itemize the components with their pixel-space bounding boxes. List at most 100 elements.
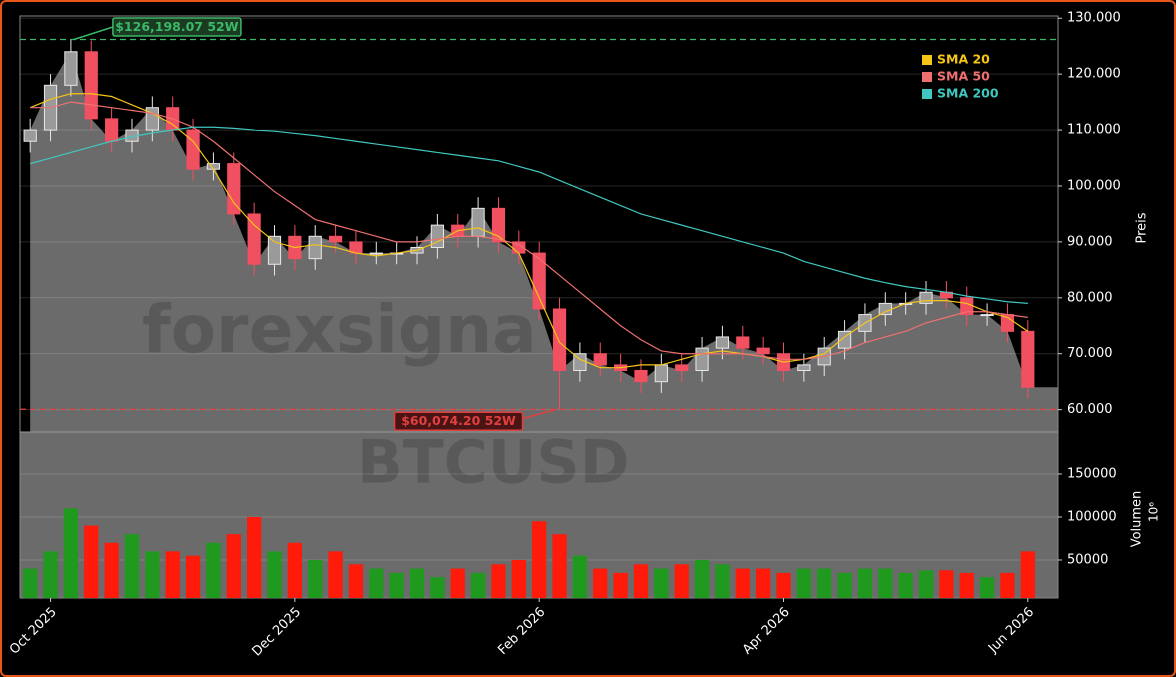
volume-bar: [857, 568, 873, 598]
y-tick-label: 70.000: [1067, 346, 1113, 361]
candle-body: [267, 235, 282, 265]
y-tick-label: 80.000: [1067, 290, 1113, 305]
volume-bar: [247, 516, 262, 598]
volume-bar: [491, 564, 506, 598]
watermark: BTCUSD: [357, 428, 629, 498]
sma-line: [29, 93, 1029, 369]
volume-bar: [1020, 551, 1035, 598]
volume-tick-label: 50000: [1067, 552, 1108, 567]
annotation-label: $60,074.20 52W: [401, 413, 516, 428]
volume-bar: [939, 570, 954, 598]
candle-body: [308, 235, 322, 260]
candle-body: [675, 364, 689, 371]
volume-scale-label: 10⁶: [1147, 502, 1161, 522]
annotation-label: $126,198.07 52W: [115, 19, 239, 34]
x-tick-label: Dec 2025: [249, 605, 304, 660]
candle-body: [430, 224, 444, 248]
volume-bar: [165, 551, 180, 598]
volume-tick-label: 150000: [1067, 466, 1117, 481]
volume-bar: [898, 572, 913, 598]
volume-bar: [878, 568, 893, 598]
volume-bar: [572, 555, 588, 598]
candle-body: [491, 207, 506, 243]
volume-bar: [63, 508, 79, 598]
volume-bar: [654, 568, 669, 598]
volume-bar: [145, 551, 160, 598]
volume-bar: [104, 542, 119, 598]
volume-bar: [796, 568, 811, 598]
annotation-box: [393, 411, 524, 431]
candle-body: [919, 291, 933, 304]
x-tick-label: Oct 2025: [7, 605, 60, 658]
volume-bar: [23, 568, 38, 598]
y-tick-label: 120.000: [1067, 67, 1121, 82]
candle-body: [1021, 330, 1035, 388]
watermark: forexsigna: [142, 291, 537, 368]
candle-body: [186, 129, 200, 170]
annotation-box: [112, 17, 242, 37]
volume-bar: [328, 551, 343, 598]
volume-bar: [613, 572, 628, 598]
volume-bar: [979, 577, 995, 598]
volume-bar: [369, 568, 384, 598]
candle-body: [715, 336, 730, 349]
volume-bar: [226, 534, 241, 598]
volume-bar: [308, 559, 323, 598]
volume-bar: [1000, 572, 1015, 598]
volume-bar: [348, 564, 364, 598]
y-tick-label: 90.000: [1067, 234, 1113, 249]
volume-bar: [430, 577, 445, 598]
candle-body: [84, 51, 98, 120]
candle-body: [797, 364, 811, 371]
volume-tick-label: 100000: [1067, 509, 1117, 524]
candle-body: [878, 302, 892, 316]
candle-body: [736, 336, 750, 349]
volume-bar: [450, 568, 465, 598]
price-area: [30, 51, 1058, 433]
volume-bar: [776, 572, 791, 598]
volume-bar: [185, 555, 201, 598]
y-tick-label: 60.000: [1067, 402, 1113, 417]
volume-bar: [287, 542, 302, 598]
volume-bar: [959, 572, 974, 598]
volume-bar: [206, 542, 221, 598]
volume-bar: [43, 551, 58, 598]
volume-bar: [593, 568, 608, 598]
candle-body: [328, 235, 343, 243]
volume-axis-label: Volumen: [1130, 491, 1145, 548]
volume-bar: [124, 534, 140, 598]
volume-bar: [552, 534, 567, 598]
volume-bar: [715, 564, 730, 598]
candle-body: [552, 308, 567, 371]
candle-body: [756, 347, 770, 355]
volume-bar: [817, 568, 832, 598]
candle-body: [593, 353, 607, 366]
y-tick-label: 100.000: [1067, 178, 1121, 193]
volume-bar: [84, 525, 99, 598]
x-tick-label: Jun 2026: [985, 605, 1037, 657]
y-tick-label: 110.000: [1067, 123, 1121, 138]
legend-swatch: [922, 72, 932, 82]
legend-label: SMA 50: [937, 69, 990, 84]
candle-body: [369, 252, 383, 255]
candle-body: [105, 118, 119, 142]
sma-line: [30, 101, 1028, 360]
x-tick-label: Feb 2026: [495, 605, 548, 658]
candle-body: [23, 129, 37, 142]
candle-body: [654, 364, 668, 383]
volume-bar: [511, 559, 526, 598]
candle-body: [634, 369, 648, 383]
annotation-arrow: [73, 26, 114, 41]
candle-body: [695, 347, 709, 371]
volume-bar: [532, 521, 547, 598]
candle-body: [471, 207, 485, 237]
volume-bar: [633, 564, 649, 598]
sma-line: [30, 126, 1028, 304]
legend-swatch: [922, 55, 932, 65]
volume-bar: [735, 568, 750, 598]
volume-bar: [837, 572, 852, 598]
y-tick-label: 130.000: [1067, 11, 1121, 26]
candle-body: [64, 51, 78, 86]
